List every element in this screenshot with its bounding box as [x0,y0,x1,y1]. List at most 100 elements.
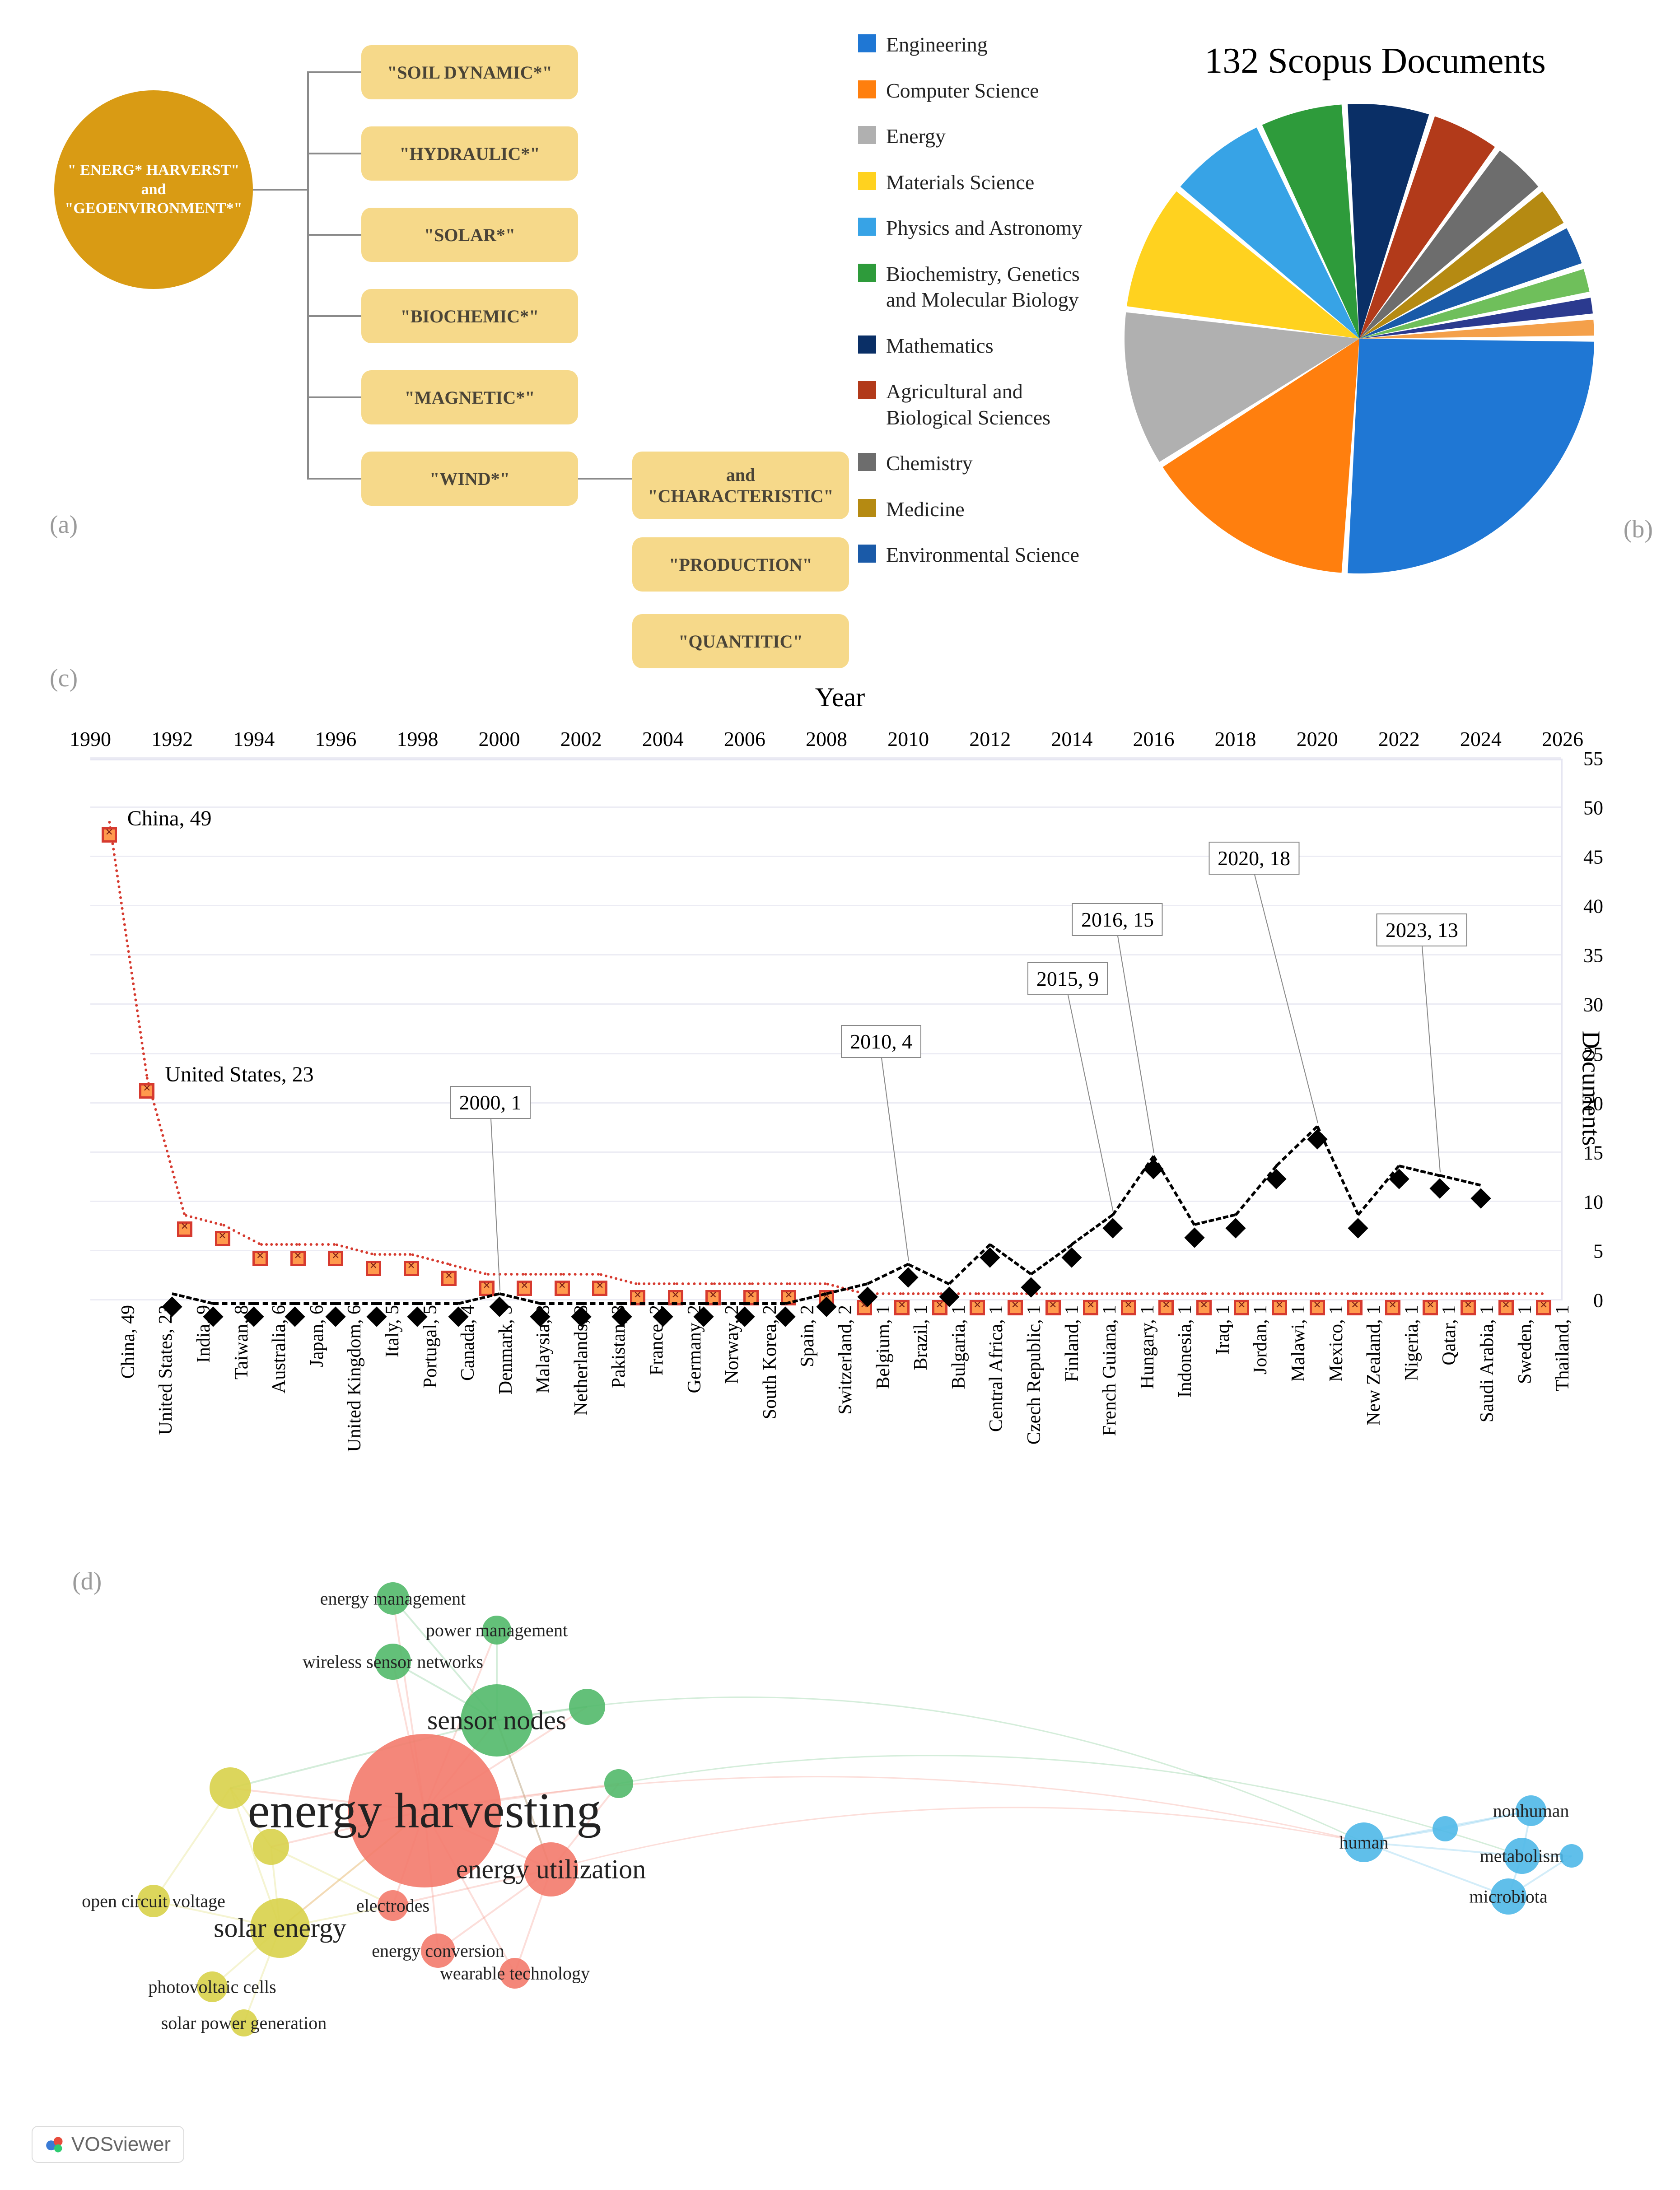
keyword-box: "WIND*" [361,452,578,506]
country-marker [366,1261,381,1276]
network-edge [1364,1842,1508,1896]
keyword-box: "PRODUCTION" [632,537,849,592]
country-label: Nigeria, 1 [1401,1305,1423,1381]
network-node [348,1734,501,1887]
legend-item: Agricultural and Biological Sciences [858,378,1111,430]
callout: 2000, 1 [450,1086,531,1119]
year-marker [898,1267,918,1287]
country-label: Malaysia, 3 [532,1305,554,1393]
country-label: New Zealand, 1 [1363,1305,1385,1426]
country-label: Qatar, 1 [1438,1305,1460,1365]
keyword-box: "HYDRAULIC*" [361,126,578,181]
vosviewer-badge: VOSviewer [32,2126,184,2163]
country-label: Pakistan, 3 [608,1305,630,1388]
legend-label: Mathematics [886,333,994,359]
country-label: Iraq, 1 [1212,1305,1234,1355]
callout: 2010, 4 [841,1025,921,1058]
network-node [1433,1816,1458,1841]
country-big-label: China, 49 [127,806,212,831]
network-node [569,1689,605,1725]
network-node [378,1890,408,1921]
country-marker [215,1231,230,1246]
network-node [1490,1878,1526,1915]
panel-b: 132 Scopus Documents Engineering Compute… [840,18,1662,673]
vosviewer-icon [45,2134,65,2154]
network-node [604,1769,633,1798]
legend-swatch [858,381,876,399]
country-label: Taiwan, 8 [231,1305,252,1379]
country-marker [252,1251,268,1266]
legend-label: Agricultural and Biological Sciences [886,378,1111,430]
legend-swatch [858,499,876,517]
country-marker [592,1281,607,1296]
country-label: Belgium, 1 [873,1305,894,1389]
panel-b-label: (b) [1624,515,1653,544]
keyword-box: "SOIL DYNAMIC*" [361,45,578,99]
country-label: United Kingdom, 6 [344,1305,365,1452]
keyword-box: "SOLAR*" [361,208,578,262]
legend-label: Engineering [886,32,988,58]
country-label: Central Africa, 1 [985,1305,1007,1432]
network-node [210,1767,251,1809]
year-marker [1348,1218,1368,1238]
pie-title: 132 Scopus Documents [1115,41,1635,82]
keyword-root-circle: " ENERG* HARVERST"and"GEOENVIRONMENT*" [54,90,253,289]
panel-c-label: (c) [50,664,78,693]
figure-root: (a) " ENERG* HARVERST"and"GEOENVIRONMENT… [18,18,1662,2172]
network-node [137,1885,170,1917]
network-node [250,1898,310,1958]
country-label: Germany, 2 [684,1305,705,1393]
network-node [1504,1838,1540,1874]
x-axis-top: 1990199219941996199820002002200420062008… [90,727,1563,754]
country-label: Sweden, 1 [1514,1305,1536,1384]
year-marker [1470,1188,1491,1209]
country-label: Czech Republic, 1 [1023,1305,1045,1444]
pie-slice [1348,339,1594,573]
country-label: French Guiana, 1 [1099,1305,1120,1436]
country-label: South Korea, 2 [759,1305,781,1419]
pie-chart [1111,90,1608,587]
network-node [524,1842,578,1896]
legend-swatch [858,545,876,563]
country-label: Italy, 5 [382,1305,403,1357]
legend-swatch [858,218,876,236]
legend-item: Physics and Astronomy [858,215,1111,241]
legend-label: Physics and Astronomy [886,215,1082,241]
vosviewer-label: VOSviewer [71,2133,171,2156]
panel-a-label: (a) [50,510,78,539]
legend-swatch [858,453,876,471]
country-marker [102,827,117,843]
legend-label: Energy [886,123,946,149]
keyword-box: "MAGNETIC*" [361,370,578,424]
country-marker [177,1221,192,1237]
network-node [421,1934,455,1968]
keyword-box: "BIOCHEMIC*" [361,289,578,343]
country-label: France, 2 [646,1305,667,1375]
plot-area: China, 49United States, 23 [90,759,1563,1300]
legend-item: Environmental Science [858,542,1111,568]
legend-item: Biochemistry, Genetics and Molecular Bio… [858,261,1111,313]
legend-swatch [858,126,876,144]
country-marker [441,1271,457,1286]
country-marker [328,1251,343,1266]
network-node [1344,1822,1384,1862]
callout: 2023, 13 [1377,913,1467,946]
keyword-box: "QUANTITIC" [632,614,849,668]
legend-item: Materials Science [858,169,1111,196]
panel-d: (d) VOSviewer energy harvestingenergy ut… [18,1495,1662,2172]
country-label: Finland, 1 [1061,1305,1083,1382]
chart-c-title: Year [18,682,1662,713]
country-label: Malawi, 1 [1288,1305,1309,1382]
country-label: China, 49 [117,1305,139,1379]
network-node [253,1829,289,1865]
legend-swatch [858,34,876,52]
legend-item: Energy [858,123,1111,149]
legend-label: Materials Science [886,169,1034,196]
network-node [377,1582,409,1615]
network-node [197,1971,228,2002]
country-label: Indonesia, 1 [1174,1305,1196,1398]
legend-swatch [858,335,876,354]
country-marker [290,1251,306,1266]
network-node [375,1644,411,1680]
network-node [1516,1795,1546,1826]
